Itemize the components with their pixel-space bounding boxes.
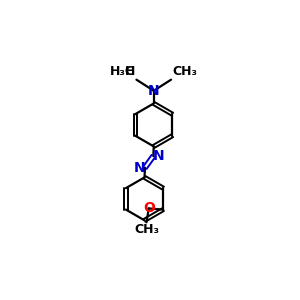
Text: H₃C: H₃C: [110, 65, 135, 78]
Text: CH₃: CH₃: [134, 224, 159, 236]
Text: N: N: [134, 161, 146, 175]
Text: O: O: [143, 201, 155, 215]
Text: N: N: [153, 149, 164, 163]
Text: CH₃: CH₃: [172, 65, 197, 78]
Text: N: N: [148, 84, 160, 98]
Text: H: H: [125, 65, 135, 78]
